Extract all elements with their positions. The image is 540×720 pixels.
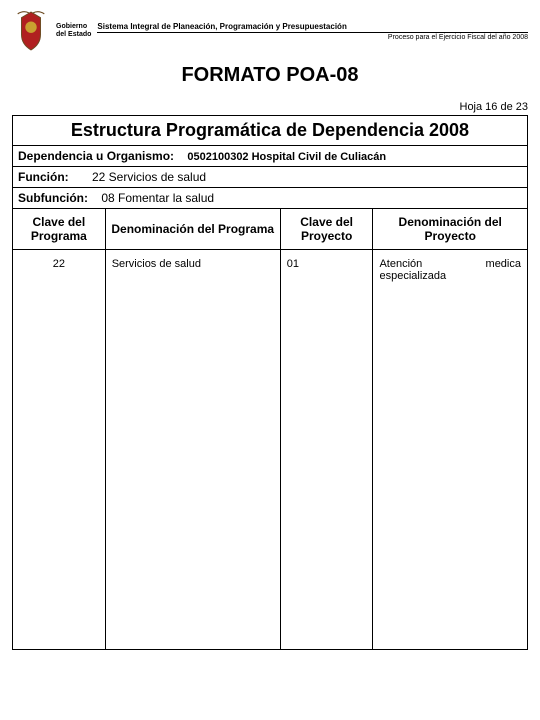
gov-line1: Gobierno	[56, 23, 91, 31]
func-label: Función:	[18, 170, 69, 184]
subfuncion-row: Subfunción: 08 Fomentar la salud	[13, 188, 528, 209]
main-table: Estructura Programática de Dependencia 2…	[12, 115, 528, 650]
process-line: Proceso para el Ejercicio Fiscal del año…	[97, 34, 528, 41]
proj-name-a: Atención especializada	[379, 258, 479, 282]
column-header-row: Clave del Programa Denominación del Prog…	[13, 209, 528, 250]
funcion-row: Función: 22 Servicios de salud	[13, 167, 528, 188]
cell-prog-name: Servicios de salud	[105, 250, 280, 650]
state-seal-icon	[12, 10, 50, 52]
col-prog-key: Clave del Programa	[13, 209, 106, 250]
col-proj-key: Clave del Proyecto	[280, 209, 373, 250]
system-title-block: Sistema Integral de Planeación, Programa…	[97, 22, 528, 41]
col-proj-name: Denominación del Proyecto	[373, 209, 528, 250]
dep-label: Dependencia u Organismo:	[18, 149, 174, 163]
func-value: 22 Servicios de salud	[92, 170, 206, 184]
header: Gobierno del Estado Sistema Integral de …	[12, 10, 528, 52]
cell-proj-key: 01	[280, 250, 373, 650]
cell-prog-key: 22	[13, 250, 106, 650]
form-title: FORMATO POA-08	[12, 64, 528, 87]
dep-value: 0502100302 Hospital Civil de Culiacán	[187, 151, 386, 163]
proj-name-b: medica	[486, 258, 521, 282]
gov-line2: del Estado	[56, 31, 91, 39]
government-label: Gobierno del Estado	[56, 23, 91, 38]
table-row: 22 Servicios de salud 01 Atención especi…	[13, 250, 528, 650]
cell-proj-name: Atención especializada medica	[373, 250, 528, 650]
subfunc-label: Subfunción:	[18, 191, 88, 205]
section-title: Estructura Programática de Dependencia 2…	[13, 116, 528, 146]
page-number: Hoja 16 de 23	[12, 101, 528, 113]
dependencia-row: Dependencia u Organismo: 0502100302 Hosp…	[13, 146, 528, 167]
system-title: Sistema Integral de Planeación, Programa…	[97, 22, 528, 33]
subfunc-value: 08 Fomentar la salud	[101, 191, 214, 205]
col-prog-name: Denominación del Programa	[105, 209, 280, 250]
